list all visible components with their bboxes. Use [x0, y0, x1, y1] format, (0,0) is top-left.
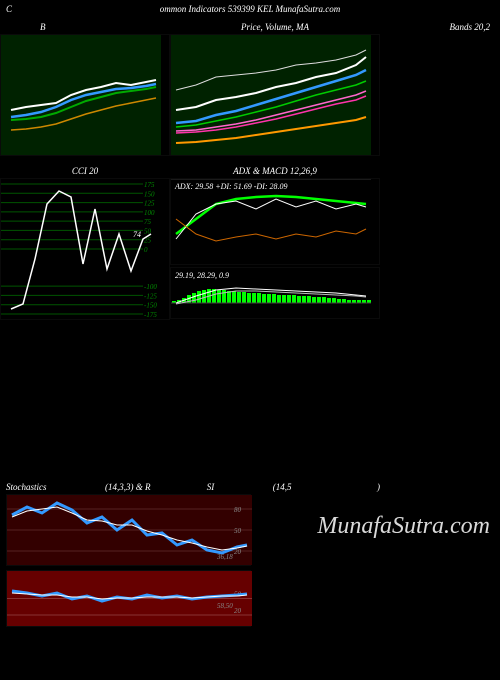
panel-macd-chart: 29.19, 28.29, 0.9 — [170, 267, 380, 319]
panel-adx-chart: ADX: 29.58 +DI: 51.69 -DI: 28.09 — [170, 178, 380, 265]
panel-cci-title: CCI 20 — [0, 164, 170, 178]
svg-text:29.19, 28.29, 0.9: 29.19, 28.29, 0.9 — [175, 271, 229, 280]
panel-stoch-title: Stochastics (14,3,3) & R SI (14,5 ) — [6, 480, 500, 494]
svg-text:-150: -150 — [144, 302, 157, 310]
svg-text:175: 175 — [144, 181, 155, 189]
svg-text:125: 125 — [144, 200, 155, 208]
svg-text:ADX: 29.58 +DI: 51.69 -DI: 2: ADX: 29.58 +DI: 51.69 -DI: 28.09 — [174, 182, 288, 191]
panel-price-title: Price, Volume, MA — [170, 20, 380, 34]
header-left: C — [6, 4, 12, 14]
svg-text:0: 0 — [144, 246, 148, 254]
panel-bands-title: Bands 20,2 — [380, 20, 500, 34]
svg-text:150: 150 — [144, 190, 155, 198]
svg-text:75: 75 — [144, 218, 152, 226]
svg-text:74: 74 — [133, 230, 141, 239]
panel-stoch-chart: 80502036,18 — [6, 494, 251, 566]
svg-text:50: 50 — [234, 527, 242, 535]
panel-price-chart — [170, 34, 380, 156]
svg-text:36,18: 36,18 — [216, 553, 233, 561]
panel-b-title: B — [0, 20, 170, 34]
header-center: ommon Indicators 539399 KEL MunafaSutra.… — [160, 4, 341, 14]
svg-text:-125: -125 — [144, 292, 157, 300]
svg-text:20: 20 — [234, 607, 242, 615]
svg-text:80: 80 — [234, 506, 242, 514]
svg-text:100: 100 — [144, 209, 155, 217]
svg-text:58,50: 58,50 — [217, 602, 233, 610]
panel-cci-chart: 1751501251007550250-100-125-150-17574 — [0, 178, 170, 320]
panel-adx-title: ADX & MACD 12,26,9 — [170, 164, 380, 178]
svg-text:-175: -175 — [144, 311, 157, 319]
panel-rsi-chart: 502058,50 — [6, 570, 251, 627]
page-header: C ommon Indicators 539399 KEL MunafaSutr… — [0, 0, 500, 18]
panel-b-chart — [0, 34, 170, 156]
svg-text:-100: -100 — [144, 283, 157, 291]
